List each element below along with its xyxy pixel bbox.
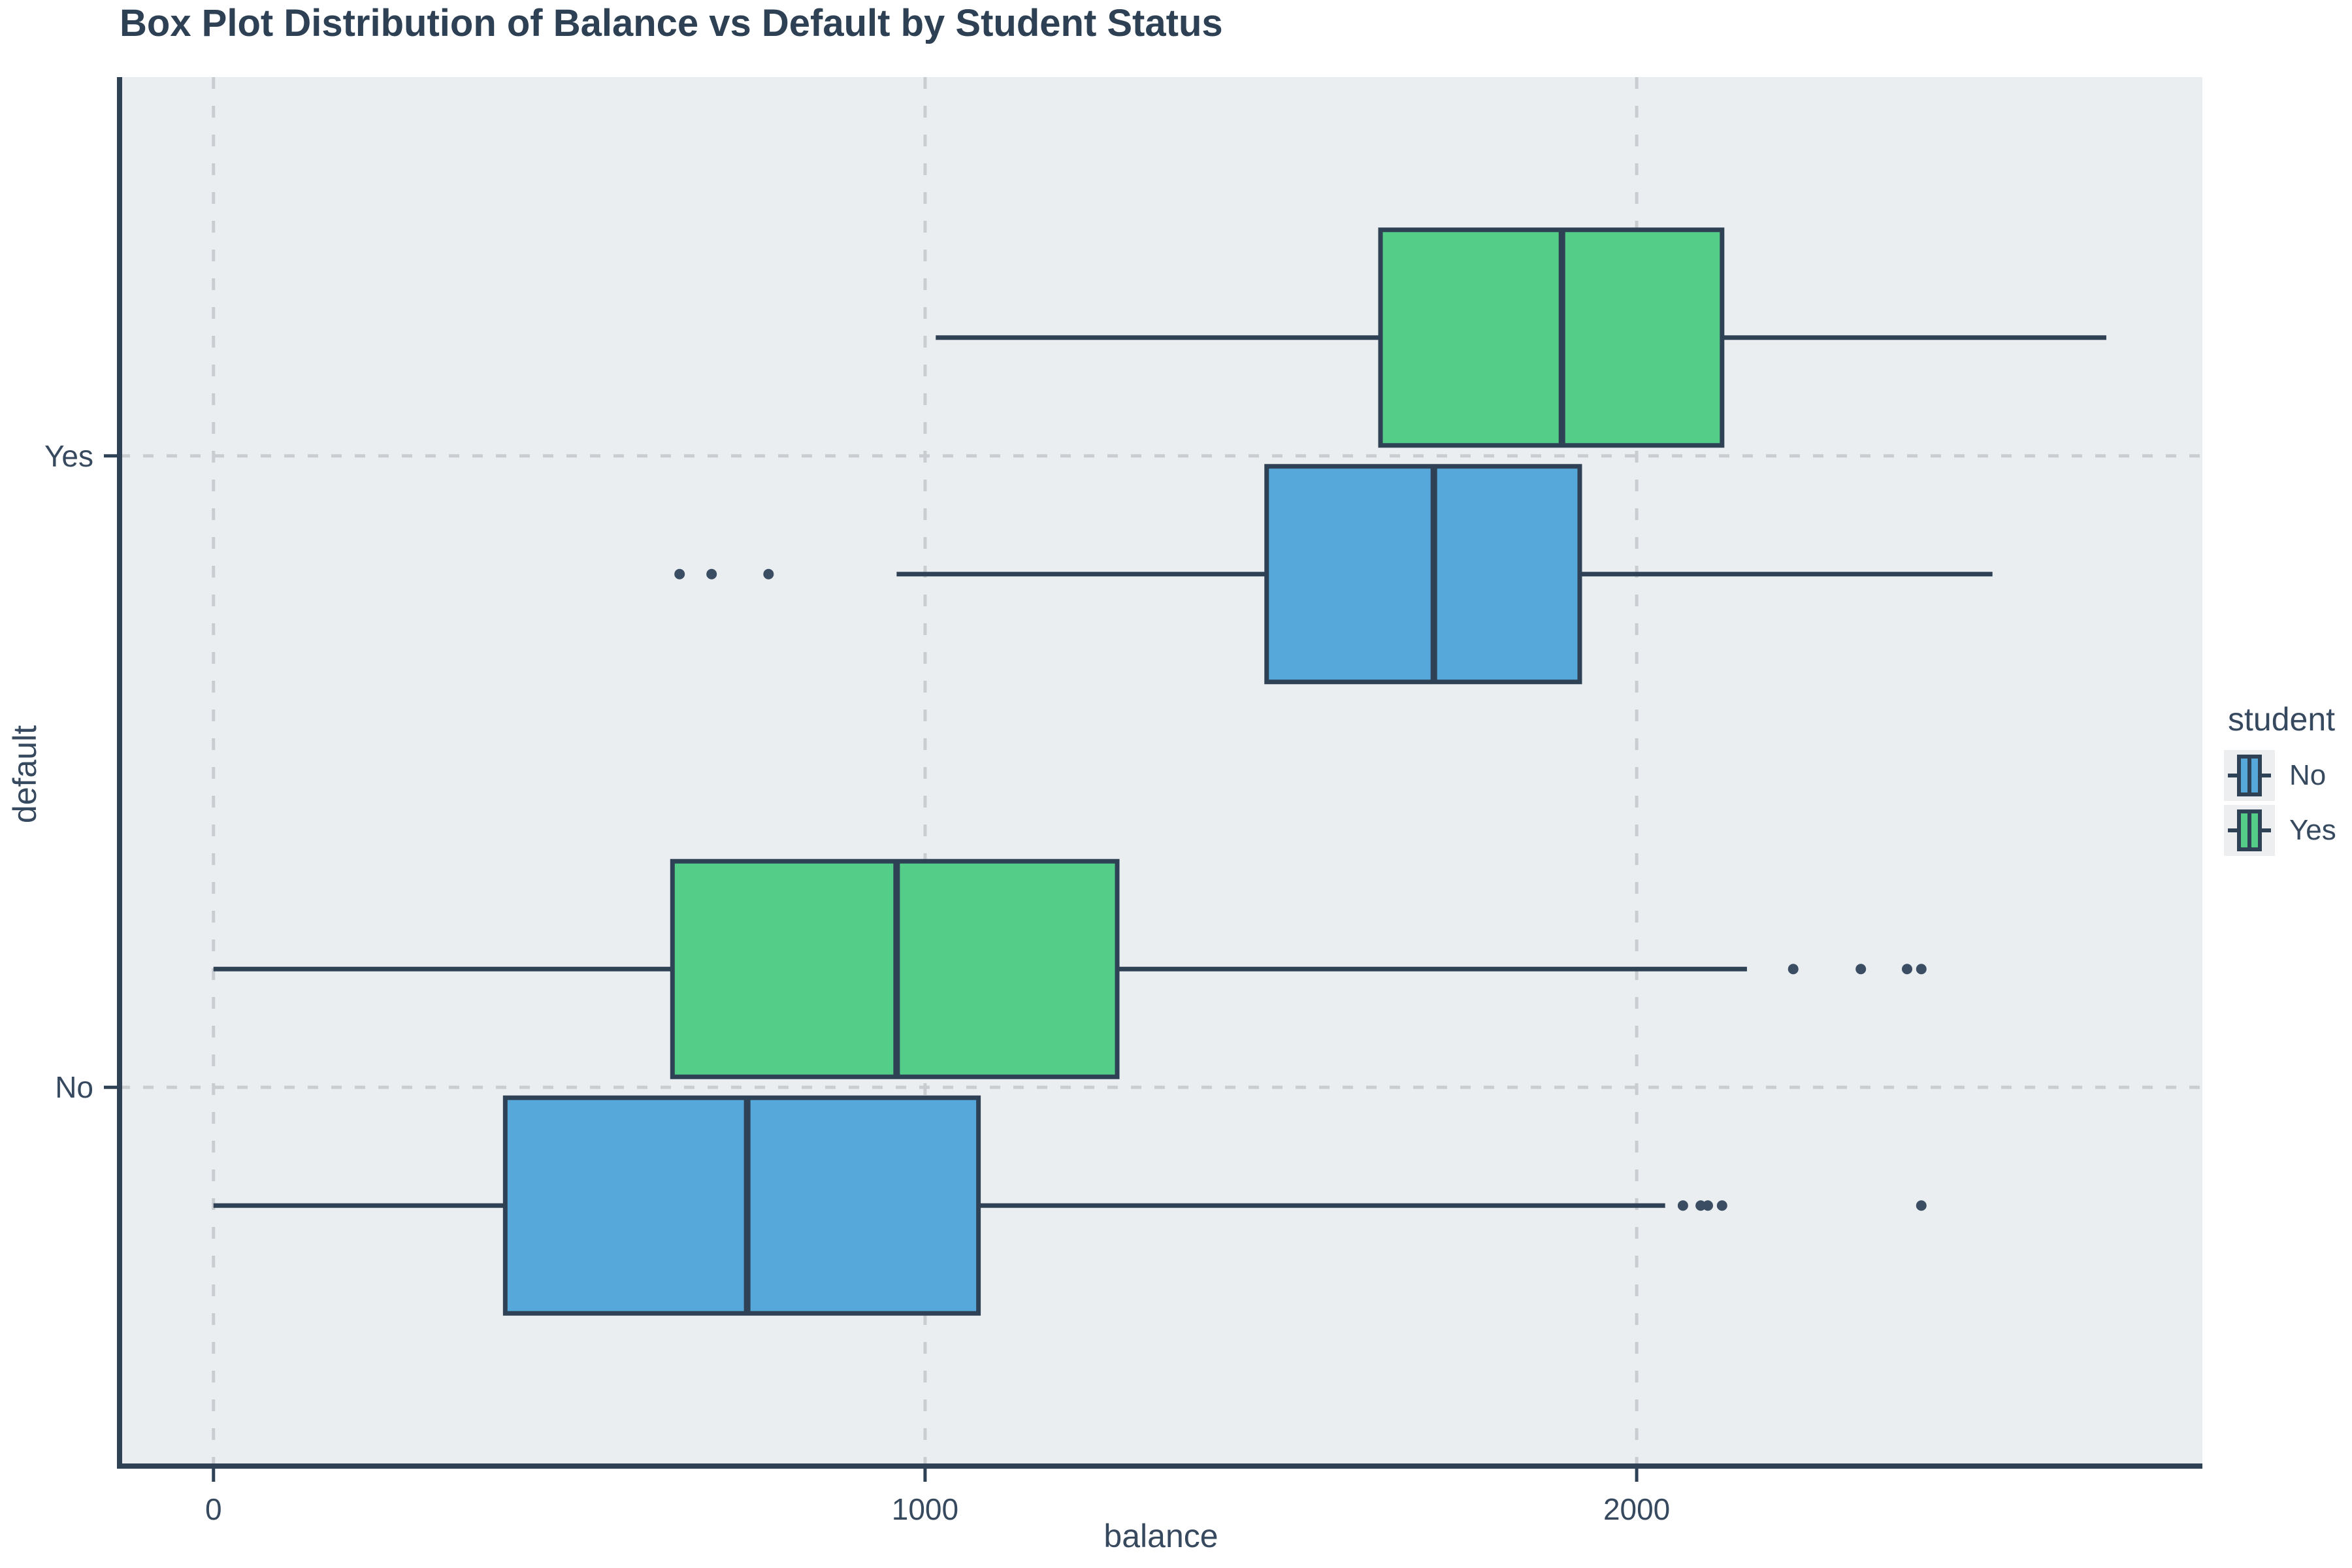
x-tick-label: 0 (205, 1492, 222, 1526)
legend-item-label: Yes (2289, 814, 2336, 846)
outlier-point (1916, 1200, 1927, 1211)
legend-title: student (2228, 701, 2336, 738)
legend-item-label: No (2289, 759, 2327, 791)
legend-item: No (2224, 750, 2352, 801)
outlier-point (1916, 964, 1927, 975)
outlier-point (1855, 964, 1867, 975)
outlier-point (706, 568, 717, 580)
y-tick-label: Yes (44, 439, 93, 473)
outlier-point (763, 568, 774, 580)
outlier-point (1716, 1200, 1727, 1211)
y-tick-label: No (55, 1070, 93, 1104)
outlier-point (1677, 1200, 1688, 1211)
outlier-point (1788, 964, 1799, 975)
boxplot-box-no-student-no (502, 1095, 981, 1316)
y-axis-title: default (7, 725, 43, 824)
panel-background (120, 77, 2202, 1466)
boxplot-box-yes-student-yes (1378, 227, 1725, 448)
legend-item: Yes (2224, 805, 2352, 856)
outlier-point (674, 568, 685, 580)
legend-key-boxplot-icon-no (2224, 750, 2275, 801)
chart-title: Box Plot Distribution of Balance vs Defa… (120, 2, 1223, 44)
legend: student No Yes (2224, 700, 2352, 860)
x-tick-label: 2000 (1603, 1492, 1670, 1526)
outlier-point (1901, 964, 1912, 975)
x-axis-title: balance (1103, 1518, 1218, 1554)
outlier-point (1703, 1200, 1714, 1211)
x-tick-label: 1000 (892, 1492, 958, 1526)
legend-key-boxplot-icon-yes (2224, 805, 2275, 856)
boxplot-box-yes-student-no (1264, 464, 1582, 685)
